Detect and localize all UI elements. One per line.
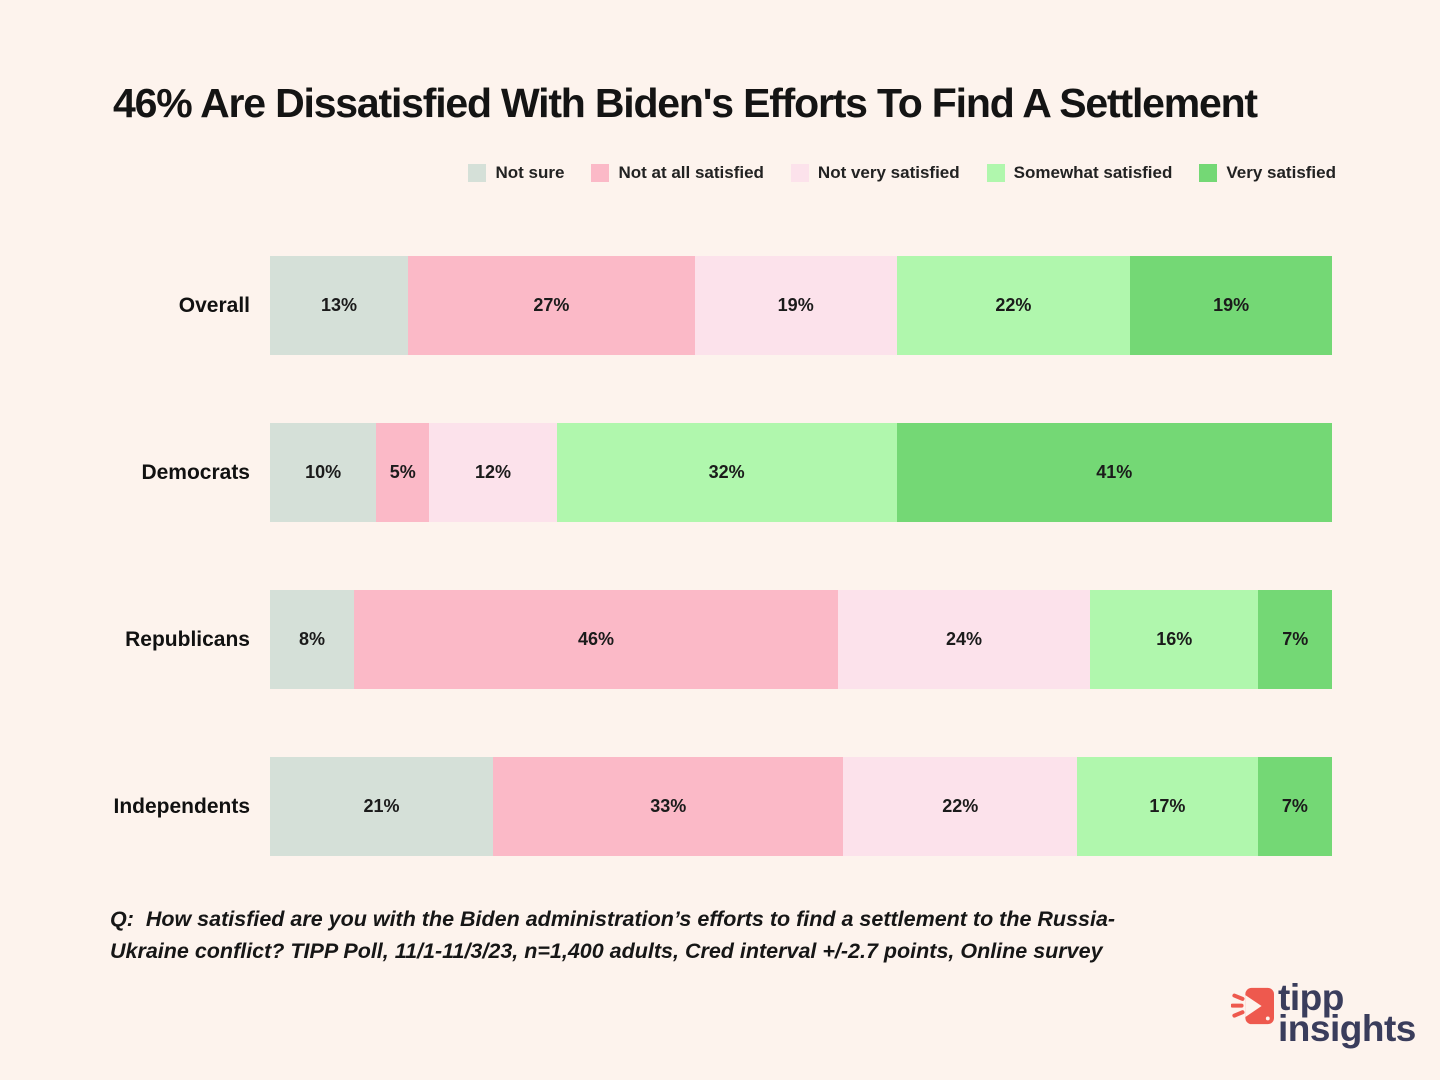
bar-segment: 5%: [376, 423, 430, 522]
legend-label: Somewhat satisfied: [1013, 163, 1173, 182]
stacked-bar-chart: Overall 13% 27% 19% 22% 19% Democrats 10% 5% 12% 3…: [0, 256, 1440, 856]
legend-swatch: [986, 164, 1005, 182]
bar-segment: 10%: [270, 423, 377, 522]
bar-segment: 19%: [1130, 256, 1332, 355]
legend-item: Not at all satisfied: [591, 163, 764, 183]
bar-row: Overall 13% 27% 19% 22% 19%: [0, 256, 1440, 355]
legend-label: Very satisfied: [1226, 163, 1336, 182]
logo-wordmark: tipp insights: [1278, 977, 1416, 1049]
bar-segment: 16%: [1090, 590, 1259, 689]
legend-item: Very satisfied: [1199, 163, 1336, 183]
footnote-line2: Ukraine conflict? TIPP Poll, 11/1-11/3/2…: [110, 939, 1103, 964]
bar-row: Independents 21% 33% 22% 17% 7%: [0, 757, 1440, 856]
bar-segment: 46%: [354, 590, 838, 689]
bar-row: Republicans 8% 46% 24% 16% 7%: [0, 590, 1440, 689]
footnote-line1: Q: How satisfied are you with the Biden …: [110, 907, 1116, 931]
logo-word-insights: insights: [1278, 1007, 1416, 1049]
legend: Not sure Not at all satisfied Not very sat…: [468, 163, 1336, 183]
bar-segment: 8%: [270, 590, 355, 689]
bar-segment: 24%: [837, 590, 1091, 689]
legend-label: Not at all satisfied: [618, 163, 764, 182]
bar-category-label: Independents: [113, 794, 250, 818]
bar-track: 21% 33% 22% 17% 7%: [270, 757, 1332, 856]
legend-swatch: [468, 164, 487, 182]
bar-track: 8% 46% 24% 16% 7%: [270, 590, 1333, 689]
legend-label: Not sure: [495, 163, 565, 182]
bar-segment: 19%: [694, 256, 897, 355]
bar-segment: 7%: [1258, 590, 1333, 689]
bar-segment: 22%: [843, 757, 1078, 856]
bar-category-label: Overall: [178, 293, 250, 317]
bar-segment: 22%: [896, 256, 1131, 355]
legend-swatch: [591, 164, 610, 182]
bar-segment: 27%: [408, 256, 695, 355]
bar-segment: 32%: [556, 423, 897, 522]
logo-word-tipp: tipp: [1278, 977, 1344, 1018]
bar-segment: 13%: [270, 256, 409, 355]
legend-item: Not sure: [468, 163, 564, 183]
bar-row: Democrats 10% 5% 12% 32% 41%: [0, 423, 1440, 522]
bar-track: 13% 27% 19% 22% 19%: [270, 256, 1332, 355]
bar-segment: 21%: [270, 757, 494, 856]
bar-segment: 33%: [493, 757, 844, 856]
tipp-insights-logo: tipp insights: [1231, 977, 1416, 1049]
tipp-logo-icon: [1231, 987, 1274, 1025]
legend-swatch: [790, 164, 809, 182]
bar-segment: 17%: [1077, 757, 1258, 856]
legend-item: Somewhat satisfied: [986, 163, 1173, 183]
bar-segment: 7%: [1257, 757, 1332, 856]
bar-track: 10% 5% 12% 32% 41%: [270, 423, 1332, 522]
legend-swatch: [1199, 164, 1218, 182]
bar-segment: 41%: [896, 423, 1332, 522]
legend-label: Not very satisfied: [817, 163, 960, 182]
footnote: Q: How satisfied are you with the Biden …: [110, 903, 1115, 968]
bar-segment: 12%: [429, 423, 557, 522]
chart-title: 46% Are Dissatisfied With Biden's Effort…: [113, 80, 1258, 126]
legend-item: Not very satisfied: [790, 163, 960, 183]
bar-category-label: Republicans: [125, 627, 250, 651]
bar-category-label: Democrats: [141, 460, 250, 484]
